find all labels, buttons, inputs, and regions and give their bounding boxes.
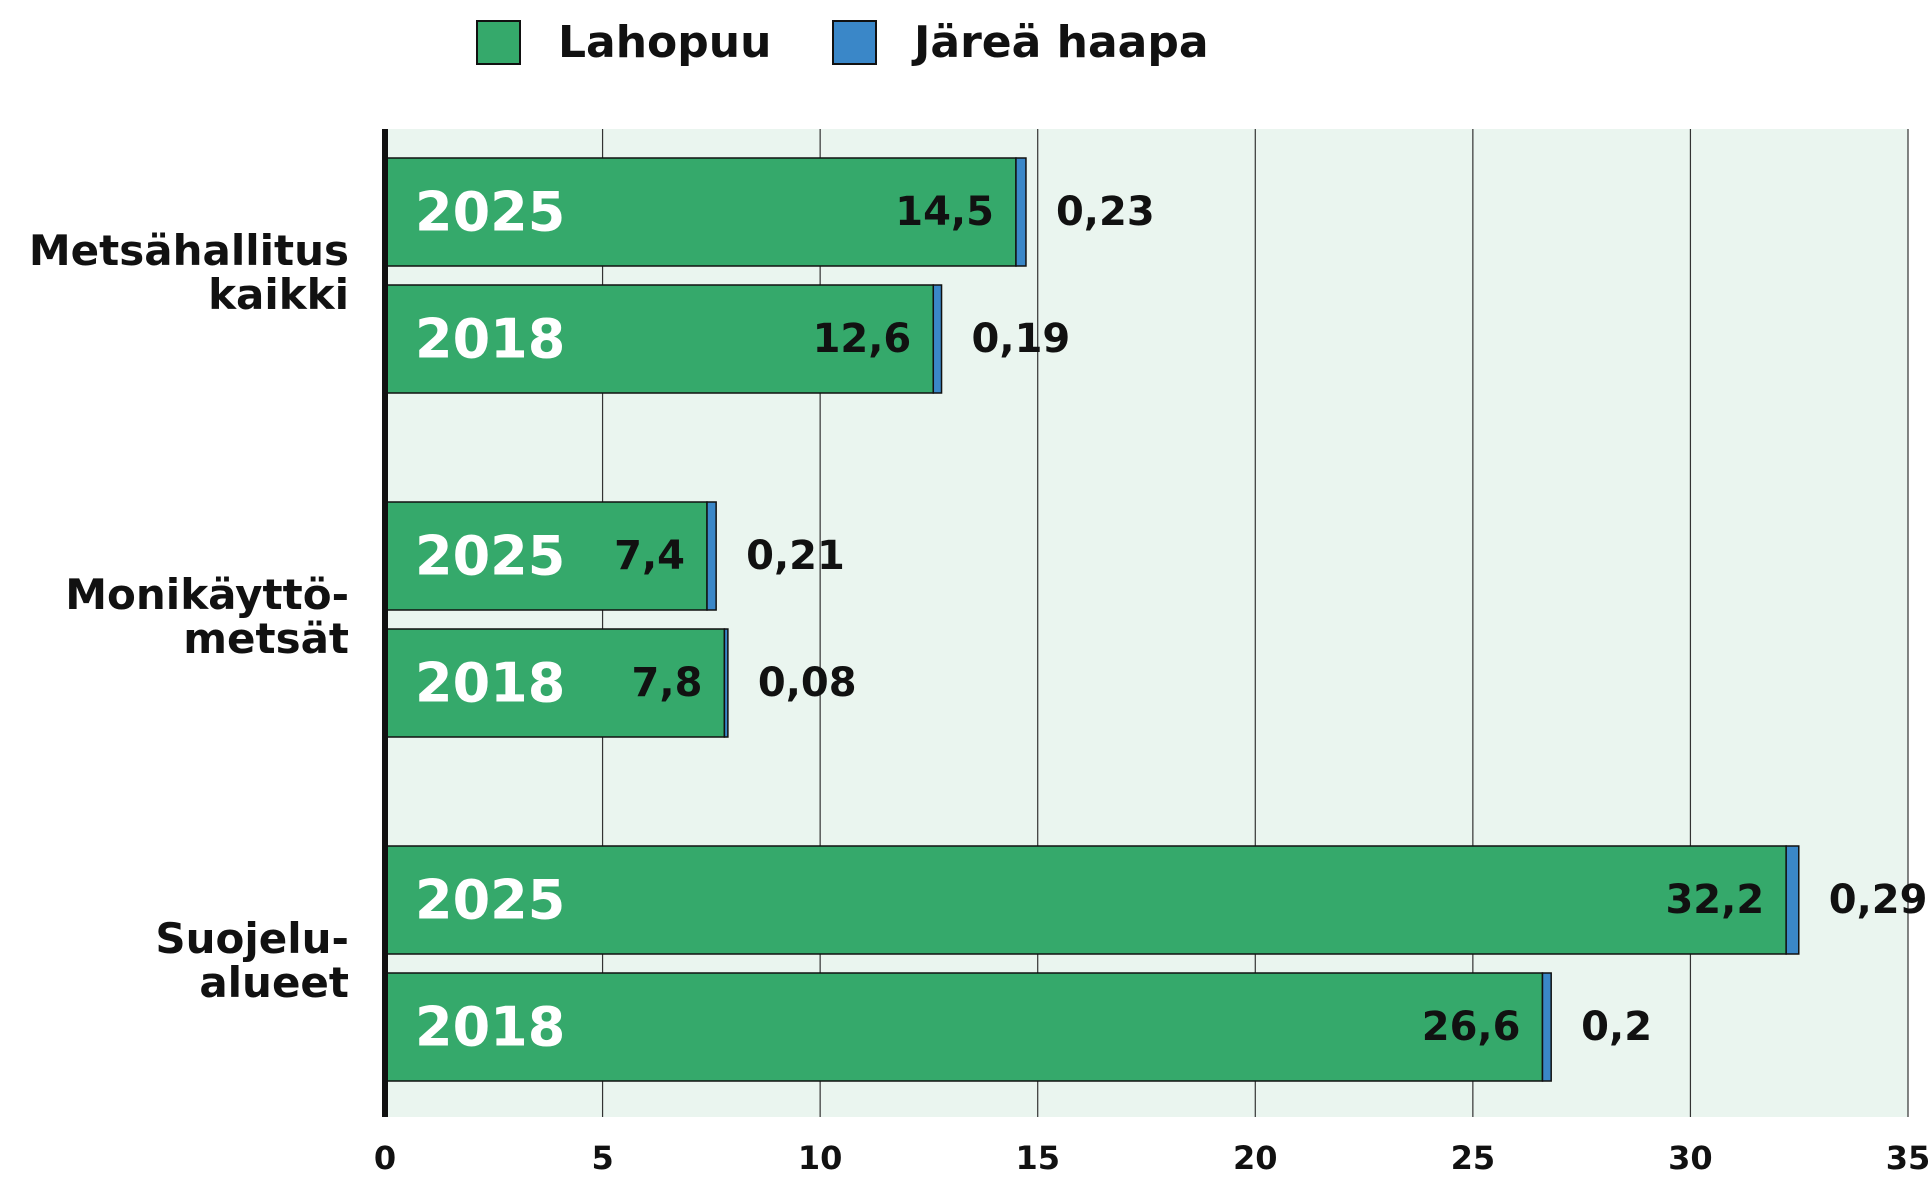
bar-segment [384, 845, 1787, 955]
category-label: Monikäyttö- [65, 570, 349, 619]
value-label: 7,4 [614, 533, 685, 579]
category-label: Metsähallitus [29, 226, 349, 275]
value-label: 12,6 [813, 316, 912, 362]
legend-label: Lahopuu [558, 17, 771, 68]
year-label: 2025 [415, 869, 565, 932]
bar-segment [384, 501, 708, 611]
x-tick-label: 15 [1015, 1139, 1060, 1177]
legend-swatch [832, 20, 877, 65]
bar-segment [706, 501, 717, 611]
x-tick-label: 10 [798, 1139, 843, 1177]
x-tick-label: 5 [591, 1139, 613, 1177]
legend-swatch [476, 20, 521, 65]
category-label: alueet [199, 958, 349, 1007]
x-tick-label: 0 [374, 1139, 396, 1177]
value-label: 7,8 [632, 660, 703, 706]
value-label: 0,19 [972, 316, 1071, 362]
bar-segment [1541, 972, 1552, 1082]
year-label: 2025 [415, 181, 565, 244]
year-label: 2018 [415, 996, 565, 1059]
value-label: 26,6 [1422, 1004, 1521, 1050]
bar-segment [384, 284, 935, 394]
x-tick-label: 25 [1451, 1139, 1496, 1177]
plot-background [385, 129, 1908, 1117]
value-label: 0,08 [758, 660, 857, 706]
bar-segment [1015, 157, 1027, 267]
category-label: Suojelu- [155, 914, 349, 963]
value-label: 14,5 [895, 189, 994, 235]
bar-segment [723, 628, 729, 738]
category-label: metsät [183, 614, 349, 663]
year-label: 2018 [415, 652, 565, 715]
x-tick-label: 35 [1886, 1139, 1931, 1177]
value-label: 0,21 [746, 533, 845, 579]
year-label: 2018 [415, 308, 565, 371]
bar-segment [1785, 845, 1800, 955]
x-tick-label: 30 [1668, 1139, 1713, 1177]
bar-segment [932, 284, 943, 394]
x-tick-label: 20 [1233, 1139, 1278, 1177]
legend-label: Järeä haapa [911, 17, 1209, 68]
value-label: 0,2 [1581, 1004, 1652, 1050]
value-label: 32,2 [1665, 877, 1764, 923]
value-label: 0,23 [1056, 189, 1155, 235]
value-label: 0,29 [1829, 877, 1928, 923]
category-label: kaikki [208, 270, 349, 319]
year-label: 2025 [415, 525, 565, 588]
